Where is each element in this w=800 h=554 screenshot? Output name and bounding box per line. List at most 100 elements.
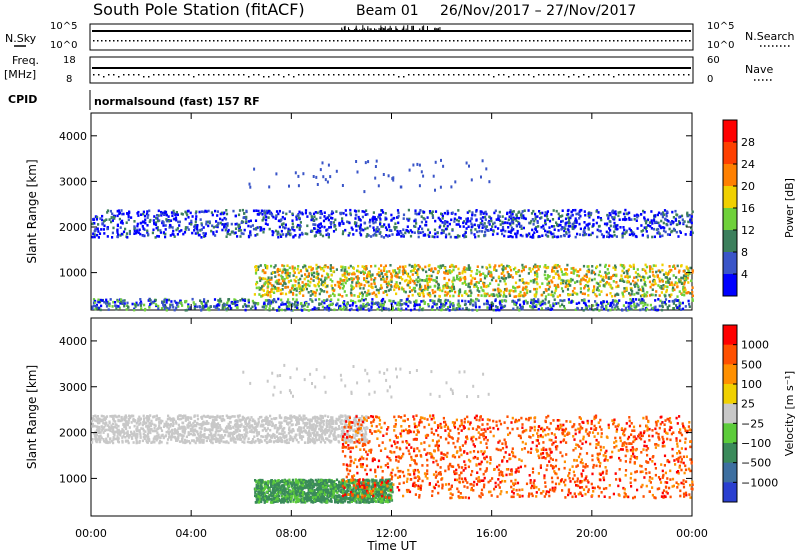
- nsearch-dot: [397, 40, 399, 42]
- echo-cell: [273, 291, 276, 294]
- echo-cell: [574, 208, 577, 212]
- echo-cell: [378, 216, 382, 219]
- echo-cell: [340, 211, 343, 215]
- echo-cell: [417, 268, 420, 271]
- echo-cell: [654, 299, 657, 302]
- echo-cell: [681, 307, 685, 311]
- echo-cell: [297, 214, 300, 217]
- echo-cell: [330, 273, 333, 277]
- echo-cell: [234, 422, 237, 426]
- echo-cell: [309, 418, 312, 421]
- echo-cell: [96, 216, 99, 219]
- echo-cell: [510, 229, 513, 232]
- echo-cell: [304, 264, 307, 268]
- echo-cell: [274, 287, 277, 290]
- echo-cell: [498, 308, 501, 312]
- echo-cell: [457, 294, 460, 298]
- nsearch-dot: [177, 40, 179, 42]
- echo-cell: [383, 280, 386, 283]
- echo-cell: [303, 283, 306, 287]
- echo-cell: [457, 219, 460, 223]
- echo-cell: [630, 218, 633, 221]
- echo-cell: [514, 289, 517, 293]
- echo-cell: [445, 301, 448, 305]
- echo-cell: [578, 233, 582, 236]
- echo-cell: [95, 218, 98, 221]
- nsearch-dot: [609, 40, 611, 42]
- echo-cell: [478, 290, 481, 293]
- nave-dot: [333, 74, 335, 76]
- echo-cell: [242, 220, 245, 224]
- nsearch-dot: [373, 40, 375, 42]
- echo-cell: [522, 281, 525, 284]
- echo-cell: [165, 430, 168, 434]
- echo-cell: [247, 304, 250, 308]
- echo-cell: [434, 284, 437, 288]
- echo-cell: [432, 291, 435, 295]
- echo-cell: [328, 295, 331, 298]
- echo-cell: [522, 226, 525, 230]
- echo-cell: [349, 208, 352, 212]
- echo-cell: [613, 307, 616, 311]
- echo-cell: [631, 290, 634, 293]
- echo-cell: [405, 278, 408, 282]
- nsearch-dot: [505, 40, 507, 42]
- echo-cell: [684, 277, 687, 280]
- echo-cell: [232, 230, 235, 234]
- echo-cell: [579, 227, 582, 231]
- echo-cell: [112, 300, 115, 304]
- echo-cell: [484, 233, 487, 237]
- echo-cell: [510, 289, 513, 292]
- echo-cell: [553, 266, 556, 269]
- echo-cell: [503, 293, 506, 297]
- nave-dot: [133, 74, 135, 76]
- echo-cell: [277, 289, 280, 292]
- echo-cell: [359, 299, 362, 303]
- echo-cell: [264, 266, 268, 269]
- echo-cell: [290, 308, 293, 312]
- echo-cell: [473, 277, 477, 280]
- echo-cell: [154, 221, 158, 224]
- echo-cell: [529, 290, 532, 293]
- echo-cell: [672, 227, 676, 231]
- echo-cell: [351, 228, 354, 231]
- echo-cell: [401, 233, 405, 237]
- echo-cell: [467, 266, 471, 269]
- echo-cell: [493, 265, 496, 269]
- echo-cell: [285, 441, 289, 445]
- nsearch-dot: [461, 40, 463, 42]
- echo-cell: [583, 286, 586, 290]
- echo-cell: [674, 217, 677, 221]
- echo-cell: [318, 427, 321, 431]
- echo-cell: [249, 230, 252, 233]
- echo-cell: [559, 268, 563, 271]
- echo-cell: [238, 209, 242, 212]
- echo-cell: [379, 303, 382, 306]
- echo-cell: [251, 299, 254, 303]
- echo-cell: [524, 217, 527, 221]
- echo-cell: [359, 286, 362, 290]
- echo-cell: [446, 299, 450, 302]
- echo-cell: [584, 213, 587, 217]
- nsearch-dot: [405, 40, 407, 42]
- echo-cell: [174, 429, 177, 433]
- echo-cell: [143, 422, 146, 425]
- echo-cell: [213, 305, 216, 308]
- echo-cell: [278, 278, 281, 282]
- nave-dot: [368, 74, 370, 76]
- echo-cell: [308, 284, 311, 288]
- echo-cell: [557, 235, 560, 239]
- echo-cell: [374, 176, 377, 180]
- echo-cell: [106, 226, 109, 229]
- echo-cell: [321, 280, 324, 284]
- echo-cell: [367, 307, 370, 311]
- echo-cell: [646, 276, 650, 280]
- echo-cell: [347, 273, 350, 276]
- echo-cell: [103, 429, 106, 432]
- echo-cell: [320, 289, 323, 292]
- nsearch-dot: [345, 40, 347, 42]
- echo-cell: [465, 227, 468, 230]
- echo-cell: [146, 216, 149, 219]
- echo-cell: [278, 209, 281, 213]
- echo-cell: [291, 267, 294, 270]
